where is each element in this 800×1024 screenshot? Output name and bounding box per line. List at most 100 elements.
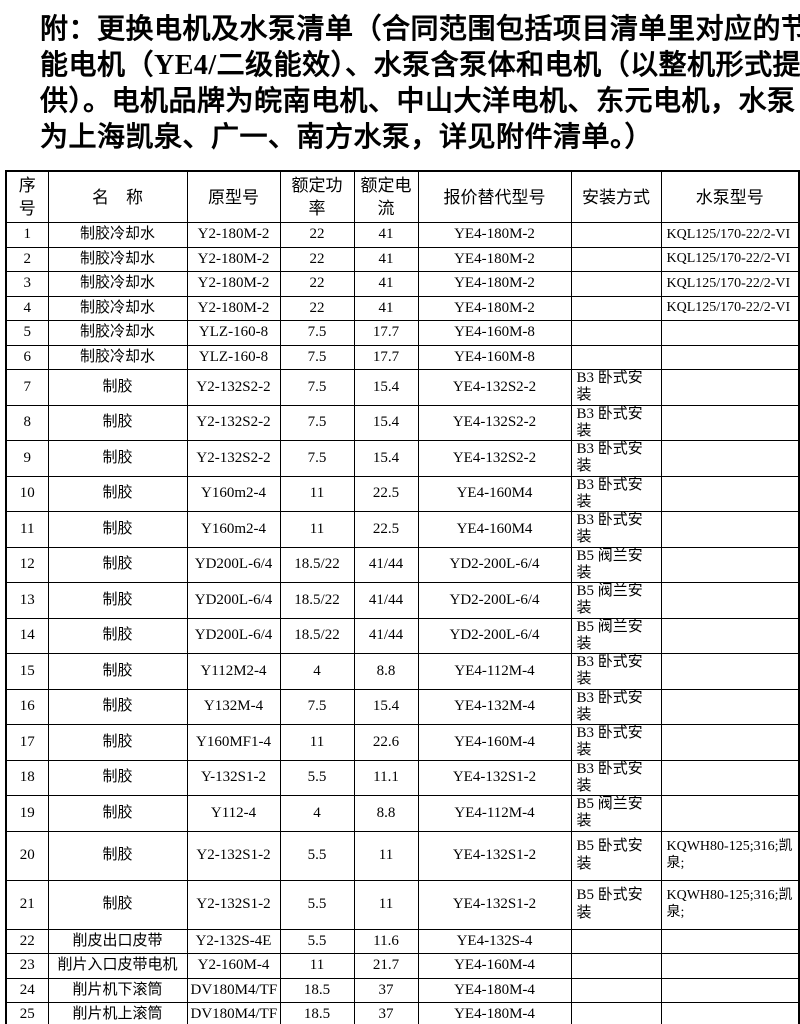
- cell-pump-model: [660, 440, 800, 477]
- table-row: 9 制胶 Y2-132S2-2 7.5 15.4 YE4-132S2-2 B3 卧式安装: [5, 440, 800, 477]
- cell-rated-current: 11: [353, 830, 419, 881]
- cell-pump-model: KQWH80-125;316;凯泉;: [660, 879, 800, 930]
- cell-replacement-model: YE4-180M-2: [417, 295, 572, 321]
- cell-name: 制胶: [47, 688, 188, 725]
- title-line-2: 能电机（YE4/二级能效）、水泵含泵体和电机（以整机形式提: [40, 50, 800, 81]
- cell-replacement-model: YE4-132S-4: [417, 928, 572, 954]
- cell-pump-model: [660, 369, 800, 406]
- cell-rated-current: 41: [353, 271, 419, 297]
- cell-original-model: Y112-4: [186, 795, 281, 832]
- cell-name: 制胶: [47, 369, 188, 406]
- table-row: 13 制胶 YD200L-6/4 18.5/22 41/44 YD2-200L-6/4 B5…: [5, 582, 800, 619]
- cell-pump-model: [660, 977, 800, 1003]
- cell-serial-number: 23: [5, 953, 49, 979]
- cell-rated-current: 15.4: [353, 440, 419, 477]
- cell-install-method: B3 卧式安装: [570, 511, 662, 548]
- cell-rated-current: 15.4: [353, 688, 419, 725]
- cell-replacement-model: YE4-160M-8: [417, 344, 572, 370]
- header-install-method: 安装方式: [570, 170, 662, 223]
- cell-rated-current: 41/44: [353, 617, 419, 654]
- cell-name: 制胶: [47, 546, 188, 583]
- header-original-model: 原型号: [186, 170, 281, 223]
- cell-install-method: B5 卧式安装: [570, 879, 662, 930]
- cell-name: 削片机下滚筒: [47, 977, 188, 1003]
- cell-name: 制胶: [47, 511, 188, 548]
- cell-rated-power: 18.5/22: [279, 617, 355, 654]
- cell-name: 制胶: [47, 759, 188, 796]
- cell-serial-number: 19: [5, 795, 49, 832]
- cell-replacement-model: YE4-160M-4: [417, 953, 572, 979]
- cell-rated-power: 7.5: [279, 440, 355, 477]
- table-header: 序 号 名 称 原型号 额定功 率 额定电 流 报价替代型号 安装方式 水泵型号: [5, 170, 800, 223]
- cell-rated-current: 15.4: [353, 369, 419, 406]
- cell-name: 制胶: [47, 879, 188, 930]
- cell-serial-number: 5: [5, 320, 49, 346]
- cell-rated-power: 7.5: [279, 344, 355, 370]
- table-row: 6 制胶冷却水 YLZ-160-8 7.5 17.7 YE4-160M-8: [5, 344, 800, 370]
- table-row: 20 制胶 Y2-132S1-2 5.5 11 YE4-132S1-2 B5 卧式安装 KQW…: [5, 830, 800, 881]
- cell-original-model: Y160MF1-4: [186, 724, 281, 761]
- cell-serial-number: 16: [5, 688, 49, 725]
- table-row: 1 制胶冷却水 Y2-180M-2 22 41 YE4-180M-2 KQL125/170-…: [5, 222, 800, 248]
- cell-install-method: B5 阀兰安装: [570, 795, 662, 832]
- cell-replacement-model: YE4-160M-8: [417, 320, 572, 346]
- cell-pump-model: [660, 795, 800, 832]
- cell-name: 制胶: [47, 653, 188, 690]
- table-row: 17 制胶 Y160MF1-4 11 22.6 YE4-160M-4 B3 卧式安装: [5, 724, 800, 761]
- cell-replacement-model: YD2-200L-6/4: [417, 546, 572, 583]
- cell-rated-power: 4: [279, 795, 355, 832]
- header-serial-number: 序 号: [5, 170, 49, 223]
- cell-rated-power: 7.5: [279, 369, 355, 406]
- header-name: 名 称: [47, 170, 188, 223]
- cell-serial-number: 18: [5, 759, 49, 796]
- cell-serial-number: 21: [5, 879, 49, 930]
- cell-install-method: [570, 977, 662, 1003]
- cell-original-model: Y2-132S1-2: [186, 879, 281, 930]
- cell-name: 制胶: [47, 830, 188, 881]
- cell-serial-number: 10: [5, 475, 49, 512]
- cell-install-method: [570, 246, 662, 272]
- cell-original-model: Y2-180M-2: [186, 295, 281, 321]
- cell-serial-number: 17: [5, 724, 49, 761]
- cell-original-model: Y2-180M-2: [186, 271, 281, 297]
- cell-pump-model: [660, 320, 800, 346]
- cell-rated-power: 5.5: [279, 928, 355, 954]
- table-row: 7 制胶 Y2-132S2-2 7.5 15.4 YE4-132S2-2 B3 卧式安装: [5, 369, 800, 406]
- cell-rated-power: 18.5: [279, 1002, 355, 1024]
- cell-name: 制胶: [47, 440, 188, 477]
- cell-serial-number: 22: [5, 928, 49, 954]
- cell-serial-number: 1: [5, 222, 49, 248]
- cell-rated-current: 41/44: [353, 546, 419, 583]
- cell-install-method: [570, 928, 662, 954]
- header-pump-model: 水泵型号: [660, 170, 800, 223]
- cell-name: 制胶: [47, 475, 188, 512]
- title-line-4: 为上海凯泉、广一、南方水泵，详见附件清单。）: [40, 122, 654, 153]
- cell-rated-current: 11.6: [353, 928, 419, 954]
- cell-original-model: Y2-160M-4: [186, 953, 281, 979]
- motor-pump-replacement-table: 序 号 名 称 原型号 额定功 率 额定电 流 报价替代型号 安装方式 水泵型号…: [5, 170, 800, 1024]
- cell-serial-number: 7: [5, 369, 49, 406]
- cell-original-model: DV180M4/TF: [186, 1002, 281, 1024]
- cell-replacement-model: YE4-132S2-2: [417, 369, 572, 406]
- header-rated-power: 额定功 率: [279, 170, 355, 223]
- cell-pump-model: KQL125/170-22/2-VI: [660, 295, 800, 321]
- cell-name: 削片机上滚筒: [47, 1002, 188, 1024]
- cell-serial-number: 20: [5, 830, 49, 881]
- document-title: 附：更换电机及水泵清单（合同范围包括项目清单里对应的节 能电机（YE4/二级能效…: [40, 12, 800, 156]
- table-row: 24 削片机下滚筒 DV180M4/TF 18.5 37 YE4-180M-4: [5, 977, 800, 1003]
- cell-pump-model: [660, 546, 800, 583]
- cell-rated-current: 17.7: [353, 320, 419, 346]
- cell-name: 制胶冷却水: [47, 246, 188, 272]
- cell-pump-model: [660, 653, 800, 690]
- cell-rated-current: 11: [353, 879, 419, 930]
- cell-serial-number: 6: [5, 344, 49, 370]
- cell-original-model: Y2-132S2-2: [186, 404, 281, 441]
- cell-rated-power: 22: [279, 271, 355, 297]
- cell-name: 制胶: [47, 724, 188, 761]
- cell-serial-number: 12: [5, 546, 49, 583]
- cell-serial-number: 8: [5, 404, 49, 441]
- cell-original-model: Y2-132S1-2: [186, 830, 281, 881]
- cell-replacement-model: YE4-160M4: [417, 475, 572, 512]
- cell-replacement-model: YE4-180M-2: [417, 222, 572, 248]
